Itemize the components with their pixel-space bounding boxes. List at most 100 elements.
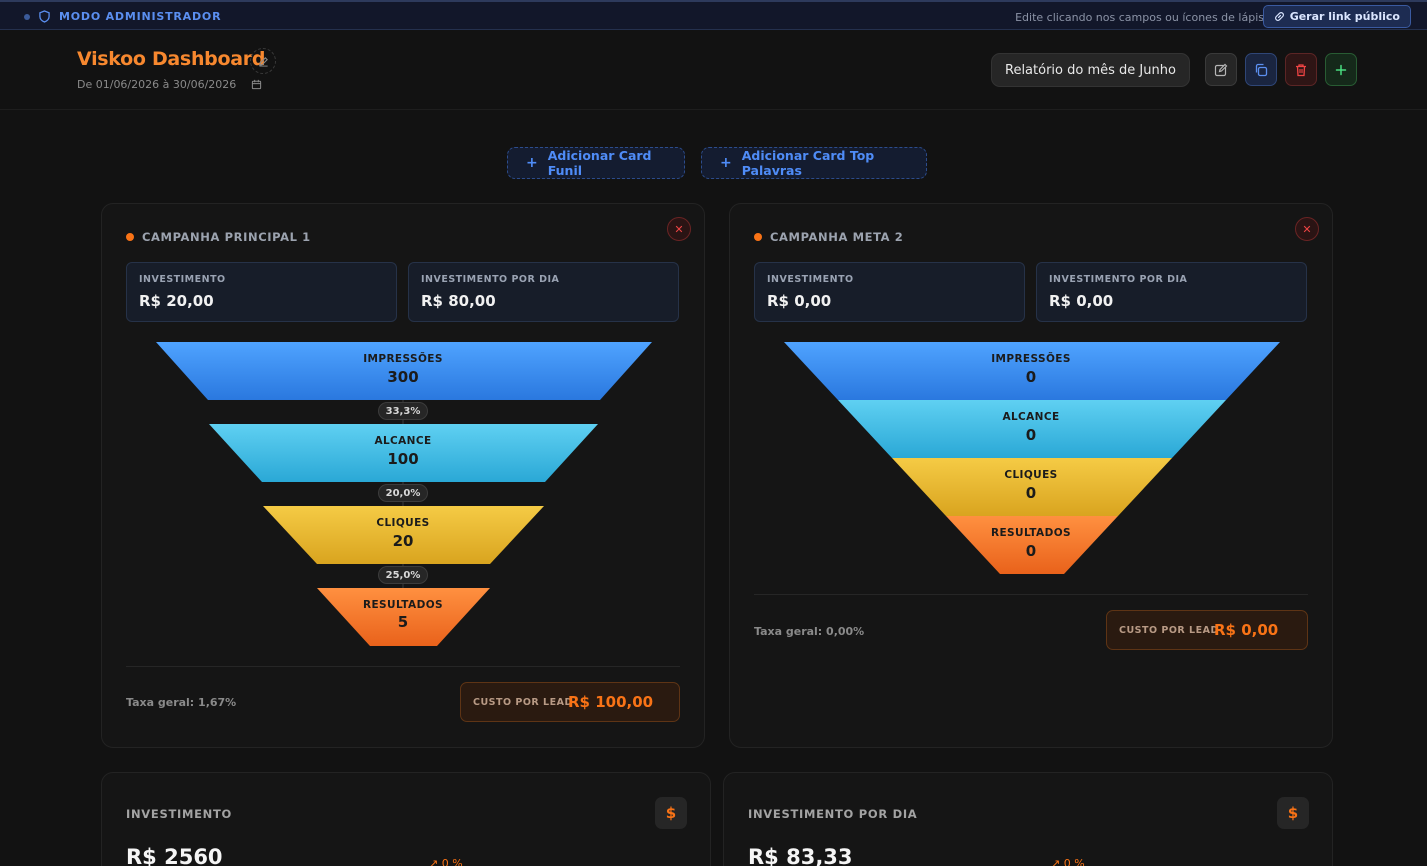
stage-value[interactable]: 0: [1025, 426, 1037, 444]
investment-per-day-field[interactable]: INVESTIMENTO POR DIA R$ 0,00: [1036, 262, 1307, 322]
investment-per-day-value[interactable]: R$ 80,00: [421, 292, 496, 310]
conversion-badge: 20,0%: [378, 484, 428, 502]
dollar-icon: $: [1277, 797, 1309, 829]
stage-value[interactable]: 100: [387, 450, 419, 468]
investment-label: INVESTIMENTO: [767, 274, 854, 285]
investment-per-day-label: INVESTIMENTO POR DIA: [1049, 274, 1188, 285]
funnel-stage-results[interactable]: [317, 588, 490, 646]
trash-icon: [1296, 63, 1306, 76]
edit-title-button[interactable]: [250, 48, 276, 74]
dashboard-title[interactable]: Viskoo Dashboard: [77, 48, 266, 70]
pencil-icon: [258, 56, 268, 67]
overall-rate: Taxa geral: 0,00%: [754, 625, 865, 638]
admin-mode-label: MODO ADMINISTRADOR: [59, 10, 222, 23]
stat-trend: ↗ 0 %: [1051, 857, 1085, 866]
add-top-words-card-button[interactable]: + Adicionar Card Top Palavras: [701, 147, 927, 179]
stat-trend: ↗ 0 %: [429, 857, 463, 866]
status-dot: [126, 233, 134, 241]
add-top-words-card-label: Adicionar Card Top Palavras: [741, 148, 875, 178]
stage-value[interactable]: 0: [1025, 542, 1037, 560]
cost-per-lead-value: R$ 0,00: [1214, 621, 1279, 639]
cost-per-lead-label: CUSTO POR LEAD: [473, 697, 573, 708]
stage-value[interactable]: 0: [1025, 484, 1037, 502]
investment-field[interactable]: INVESTIMENTO R$ 20,00: [126, 262, 397, 322]
campaign-title[interactable]: CAMPANHA META 2: [770, 230, 904, 244]
investment-field[interactable]: INVESTIMENTO R$ 0,00: [754, 262, 1025, 322]
investment-per-day-field[interactable]: INVESTIMENTO POR DIA R$ 80,00: [408, 262, 679, 322]
dollar-icon: $: [655, 797, 687, 829]
stage-label: RESULTADOS: [363, 599, 443, 611]
investment-per-day-value[interactable]: R$ 0,00: [1049, 292, 1114, 310]
stage-value[interactable]: 20: [392, 532, 414, 550]
funnel-stage-reach[interactable]: [838, 400, 1226, 458]
add-funnel-card-label: Adicionar Card Funil: [547, 148, 652, 178]
funnel-card: CAMPANHA PRINCIPAL 1 ✕ INVESTIMENTO R$ 2…: [101, 203, 705, 748]
shield-icon: [39, 10, 50, 23]
cost-per-lead: CUSTO POR LEAD R$ 100,00: [460, 682, 680, 722]
report-name[interactable]: Relatório do mês de Junho: [991, 53, 1190, 87]
stage-label: IMPRESSÕES: [991, 353, 1071, 365]
investment-label: INVESTIMENTO: [139, 274, 226, 285]
conversion-badge: 33,3%: [378, 402, 428, 420]
edit-report-button[interactable]: [1205, 53, 1237, 86]
plus-icon: +: [720, 155, 732, 171]
close-card-button[interactable]: ✕: [667, 217, 691, 241]
close-card-button[interactable]: ✕: [1295, 217, 1319, 241]
overall-rate: Taxa geral: 1,67%: [126, 696, 237, 709]
calendar-icon[interactable]: [251, 79, 262, 90]
delete-report-button[interactable]: [1285, 53, 1317, 86]
cost-per-lead-label: CUSTO POR LEAD: [1119, 625, 1219, 636]
stat-value[interactable]: R$ 2560: [126, 845, 223, 866]
funnel-stage-clicks[interactable]: [263, 506, 544, 564]
funnel-chart: [784, 342, 1280, 574]
investment-per-day-label: INVESTIMENTO POR DIA: [421, 274, 560, 285]
close-icon: ✕: [1302, 222, 1312, 236]
divider: [126, 666, 680, 667]
stat-card-investment-per-day: INVESTIMENTO POR DIA $ R$ 83,33 ↗ 0 %: [723, 772, 1333, 866]
add-funnel-card-button[interactable]: + Adicionar Card Funil: [507, 147, 685, 179]
stat-value[interactable]: R$ 83,33: [748, 845, 853, 866]
dashboard-header: Viskoo Dashboard De 01/06/2026 à 30/06/2…: [0, 30, 1427, 110]
link-icon: [1274, 12, 1284, 21]
stage-value[interactable]: 5: [397, 613, 409, 631]
edit-hint: Edite clicando nos campos ou ícones de l…: [1015, 11, 1264, 24]
add-report-button[interactable]: [1325, 53, 1357, 86]
stage-label: CLIQUES: [376, 517, 430, 529]
funnel-stage-impressions[interactable]: [784, 342, 1280, 400]
stage-label: CLIQUES: [1004, 469, 1058, 481]
funnel-stage-clicks[interactable]: [892, 458, 1172, 516]
stage-value[interactable]: 300: [387, 368, 419, 386]
generate-public-link-label: Gerar link público: [1289, 10, 1400, 23]
pencil-icon: [1214, 63, 1228, 76]
stage-label: ALCANCE: [374, 435, 432, 447]
plus-icon: +: [526, 155, 538, 171]
date-range[interactable]: De 01/06/2026 à 30/06/2026: [77, 78, 237, 91]
funnel-chart: [156, 342, 652, 646]
status-dot: [24, 14, 30, 20]
copy-icon: [1255, 63, 1268, 76]
plus-icon: [1335, 64, 1347, 75]
close-icon: ✕: [674, 222, 684, 236]
stat-label: INVESTIMENTO: [126, 807, 233, 821]
cost-per-lead: CUSTO POR LEAD R$ 0,00: [1106, 610, 1308, 650]
admin-bar: MODO ADMINISTRADOR Edite clicando nos ca…: [0, 0, 1427, 30]
funnel-stage-reach[interactable]: [209, 424, 598, 482]
investment-value[interactable]: R$ 20,00: [139, 292, 214, 310]
stage-label: IMPRESSÕES: [363, 353, 443, 365]
stat-label: INVESTIMENTO POR DIA: [748, 807, 918, 821]
status-dot: [754, 233, 762, 241]
stage-value[interactable]: 0: [1025, 368, 1037, 386]
funnel-stage-impressions[interactable]: [156, 342, 652, 400]
campaign-title[interactable]: CAMPANHA PRINCIPAL 1: [142, 230, 311, 244]
cost-per-lead-value: R$ 100,00: [568, 693, 654, 711]
duplicate-report-button[interactable]: [1245, 53, 1277, 86]
funnel-card: CAMPANHA META 2 ✕ INVESTIMENTO R$ 0,00 I…: [729, 203, 1333, 748]
stage-label: ALCANCE: [1002, 411, 1060, 423]
generate-public-link-button[interactable]: Gerar link público: [1262, 5, 1411, 28]
stage-label: RESULTADOS: [991, 527, 1071, 539]
conversion-badge: 25,0%: [378, 566, 428, 584]
stat-card-investment: INVESTIMENTO $ R$ 2560 ↗ 0 %: [101, 772, 711, 866]
funnel-stage-results[interactable]: [946, 516, 1118, 574]
investment-value[interactable]: R$ 0,00: [767, 292, 832, 310]
divider: [754, 594, 1308, 595]
